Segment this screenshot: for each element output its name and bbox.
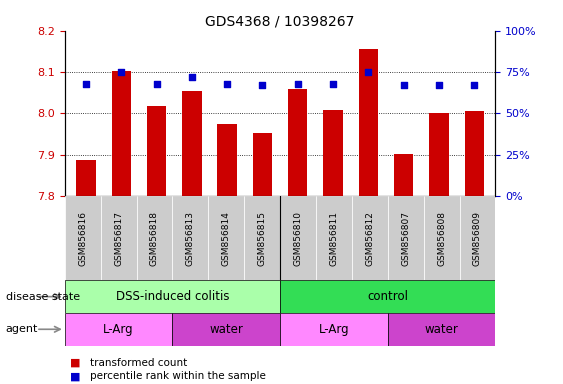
- Text: ■: ■: [70, 371, 81, 381]
- Point: [152, 81, 161, 87]
- Text: GSM856812: GSM856812: [365, 211, 374, 265]
- Bar: [101, 196, 137, 280]
- Text: GSM856815: GSM856815: [258, 210, 267, 266]
- Text: GSM856808: GSM856808: [437, 210, 446, 266]
- Bar: [316, 196, 352, 280]
- Text: GSM856813: GSM856813: [186, 210, 195, 266]
- Point: [470, 82, 479, 88]
- Text: GSM856818: GSM856818: [150, 210, 159, 266]
- Bar: [388, 313, 495, 346]
- Text: DSS-induced colitis: DSS-induced colitis: [115, 290, 229, 303]
- Text: GSM856810: GSM856810: [293, 210, 302, 266]
- Text: GSM856809: GSM856809: [473, 210, 482, 266]
- Bar: [459, 196, 495, 280]
- Bar: [111, 71, 131, 196]
- Bar: [394, 154, 413, 196]
- Text: GSM856814: GSM856814: [222, 211, 231, 265]
- Text: L-Arg: L-Arg: [103, 323, 134, 336]
- Text: GSM856817: GSM856817: [114, 210, 123, 266]
- Bar: [244, 196, 280, 280]
- Title: GDS4368 / 10398267: GDS4368 / 10398267: [205, 14, 355, 28]
- Point: [293, 81, 302, 87]
- Text: L-Arg: L-Arg: [319, 323, 349, 336]
- Point: [82, 81, 91, 87]
- Bar: [464, 111, 484, 196]
- Text: agent: agent: [6, 324, 38, 334]
- Bar: [280, 280, 495, 313]
- Bar: [424, 196, 459, 280]
- Bar: [280, 313, 388, 346]
- Text: water: water: [425, 323, 458, 336]
- Text: ■: ■: [70, 358, 81, 368]
- Bar: [217, 124, 237, 196]
- Text: GSM856811: GSM856811: [329, 210, 338, 266]
- Bar: [208, 196, 244, 280]
- Bar: [147, 106, 166, 196]
- Text: GSM856807: GSM856807: [401, 210, 410, 266]
- Bar: [65, 280, 280, 313]
- Bar: [253, 133, 272, 196]
- Point: [399, 82, 408, 88]
- Point: [117, 69, 126, 75]
- Text: percentile rank within the sample: percentile rank within the sample: [90, 371, 266, 381]
- Text: control: control: [367, 290, 408, 303]
- Bar: [172, 196, 208, 280]
- Point: [329, 81, 338, 87]
- Bar: [280, 196, 316, 280]
- Text: disease state: disease state: [6, 291, 80, 302]
- Point: [364, 69, 373, 75]
- Bar: [388, 196, 424, 280]
- Text: GSM856816: GSM856816: [78, 210, 87, 266]
- Text: water: water: [209, 323, 243, 336]
- Bar: [65, 313, 172, 346]
- Bar: [429, 113, 449, 196]
- Bar: [76, 160, 96, 196]
- Bar: [323, 110, 343, 196]
- Text: transformed count: transformed count: [90, 358, 187, 368]
- Point: [222, 81, 231, 87]
- Bar: [352, 196, 388, 280]
- Bar: [182, 91, 202, 196]
- Bar: [288, 89, 307, 196]
- Bar: [172, 313, 280, 346]
- Point: [187, 74, 196, 80]
- Bar: [359, 49, 378, 196]
- Bar: [65, 196, 101, 280]
- Point: [258, 82, 267, 88]
- Bar: [137, 196, 172, 280]
- Point: [435, 82, 444, 88]
